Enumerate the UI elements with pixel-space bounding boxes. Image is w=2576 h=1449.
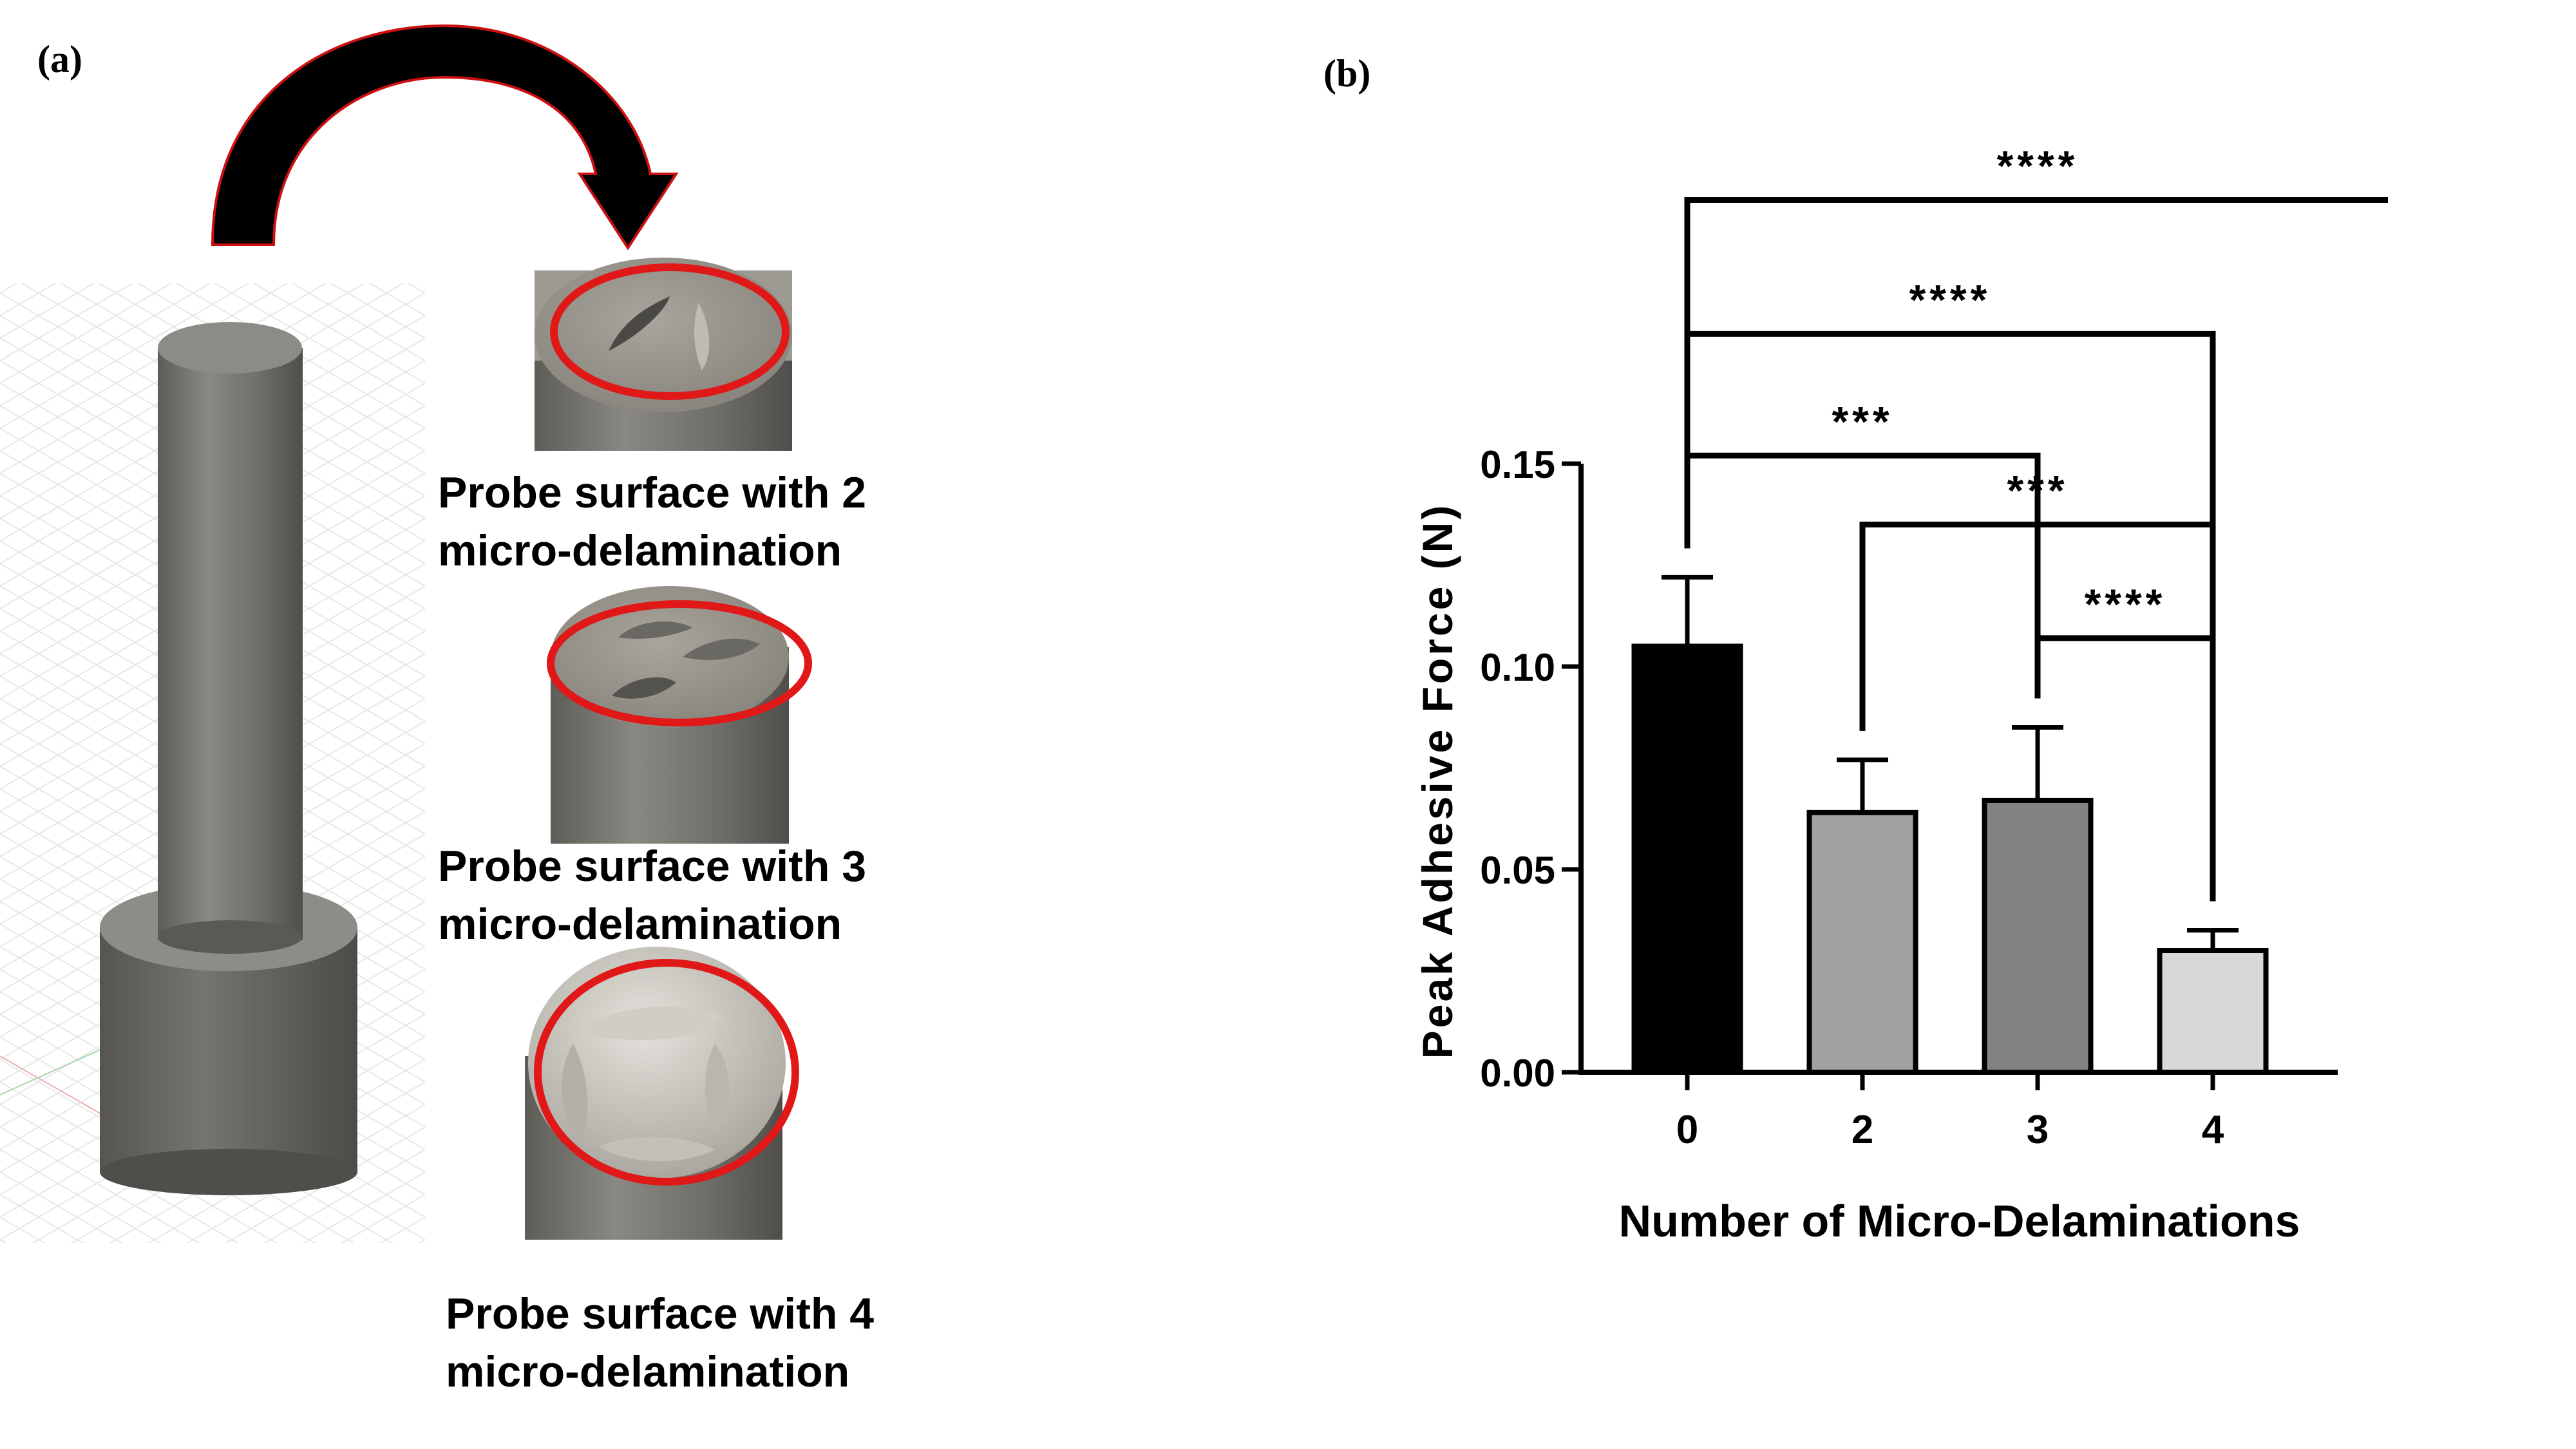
x-tick-label: 3 bbox=[2027, 1108, 2049, 1152]
caption-line: Probe surface with 2 bbox=[438, 468, 867, 517]
highlight-ring bbox=[550, 263, 790, 400]
x-tick-label: 2 bbox=[1852, 1108, 1873, 1152]
significance-bracket bbox=[1684, 452, 2041, 699]
probe-model bbox=[100, 322, 357, 1195]
y-tick-label: 0.15 bbox=[1480, 443, 1555, 486]
caption-line: micro-delamination bbox=[438, 900, 842, 949]
significance-bracket bbox=[2034, 635, 2216, 902]
significance-label: *** bbox=[1832, 397, 1893, 445]
caption-3-delaminations: Probe surface with 3 micro-delamination bbox=[438, 837, 866, 953]
x-tick-label: 4 bbox=[2202, 1108, 2224, 1152]
probe-tip-3-delaminations bbox=[547, 586, 812, 844]
bar bbox=[1982, 797, 2094, 1075]
significance-label: **** bbox=[2085, 580, 2166, 628]
x-tick-label: 0 bbox=[1676, 1108, 1698, 1152]
caption-line: micro-delamination bbox=[438, 526, 842, 575]
x-axis-label: Number of Micro-Delaminations bbox=[1619, 1196, 2300, 1246]
caption-2-delaminations: Probe surface with 2 micro-delamination bbox=[438, 464, 866, 580]
curved-arrow-icon bbox=[211, 24, 679, 251]
probe-tip-2-delaminations bbox=[535, 258, 792, 451]
bar bbox=[1806, 810, 1918, 1075]
probe-tip-4-delaminations bbox=[525, 947, 799, 1240]
y-tick-label: 0.05 bbox=[1480, 849, 1555, 892]
bar bbox=[1631, 643, 1743, 1075]
significance-label: *** bbox=[2007, 467, 2068, 515]
bar bbox=[2157, 948, 2269, 1075]
significance-label: **** bbox=[1909, 276, 1991, 323]
significance-label: **** bbox=[1997, 142, 2079, 190]
caption-line: Probe surface with 3 bbox=[438, 842, 867, 891]
panel-label-a: (a) bbox=[37, 38, 82, 80]
y-tick-label: 0.00 bbox=[1480, 1052, 1555, 1095]
y-axis-label: Peak Adhesive Force (N) bbox=[1414, 503, 1461, 1059]
probe-illustration bbox=[0, 24, 812, 1243]
highlight-ring bbox=[547, 600, 812, 726]
caption-line: micro-delamination bbox=[446, 1347, 850, 1396]
highlight-ring bbox=[534, 959, 799, 1186]
y-tick-label: 0.10 bbox=[1480, 646, 1555, 689]
panel-label-b: (b) bbox=[1323, 52, 1371, 95]
caption-line: Probe surface with 4 bbox=[446, 1289, 875, 1338]
caption-4-delaminations: Probe surface with 4 micro-delamination bbox=[446, 1285, 874, 1401]
